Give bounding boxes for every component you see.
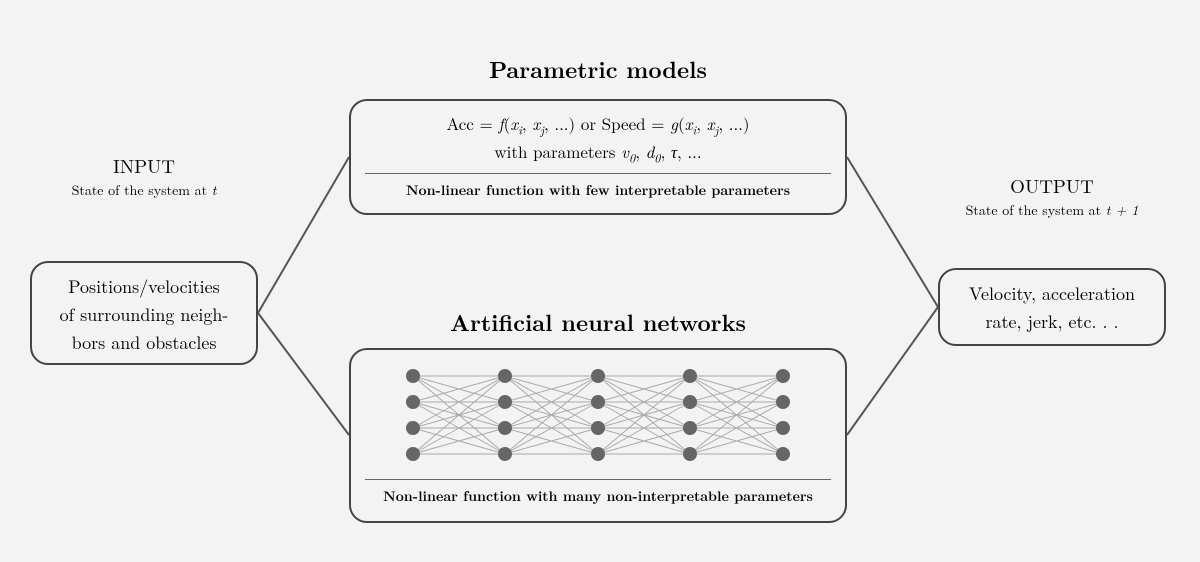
input-body-line3: bors and obstacles	[46, 329, 242, 357]
parametric-title: Parametric models	[349, 52, 847, 85]
input-body-line1: Positions/velocities	[46, 273, 242, 301]
input-header: INPUT	[30, 152, 258, 179]
input-box: Positions/velocities of surrounding neig…	[30, 261, 258, 365]
output-subheader-time: t + 1	[1106, 200, 1139, 220]
ann-box: Non-linear function with many non-interp…	[349, 348, 847, 523]
ann-caption: Non-linear function with many non-interp…	[365, 486, 831, 506]
parametric-box: Acc = f(xi, xj, ...) or Speed = g(xi, xj…	[349, 99, 847, 215]
parametric-parameters: with parameters v0, d0, τ, ...	[365, 139, 831, 167]
output-subheader-prefix: State of the system at	[966, 200, 1106, 220]
output-body-line1: Velocity, acceleration	[954, 280, 1150, 308]
input-body-line2: of surrounding neigh-	[46, 301, 242, 329]
parametric-divider	[365, 173, 831, 174]
output-box: Velocity, acceleration rate, jerk, etc. …	[938, 268, 1166, 346]
neural-network-graphic	[383, 358, 813, 473]
ann-divider	[365, 479, 831, 480]
output-subheader: State of the system at t + 1	[938, 200, 1166, 220]
input-subheader-prefix: State of the system at	[72, 180, 212, 200]
input-subheader-time: t	[212, 180, 217, 200]
output-header: OUTPUT	[938, 172, 1166, 199]
parametric-equation: Acc = f(xi, xj, ...) or Speed = g(xi, xj…	[365, 111, 831, 139]
parametric-caption: Non-linear function with few interpretab…	[365, 180, 831, 200]
input-subheader: State of the system at t	[30, 180, 258, 200]
diagram-canvas: INPUT State of the system at t Positions…	[0, 0, 1200, 562]
output-body-line2: rate, jerk, etc. . .	[954, 308, 1150, 336]
ann-title: Artificial neural networks	[349, 305, 847, 338]
